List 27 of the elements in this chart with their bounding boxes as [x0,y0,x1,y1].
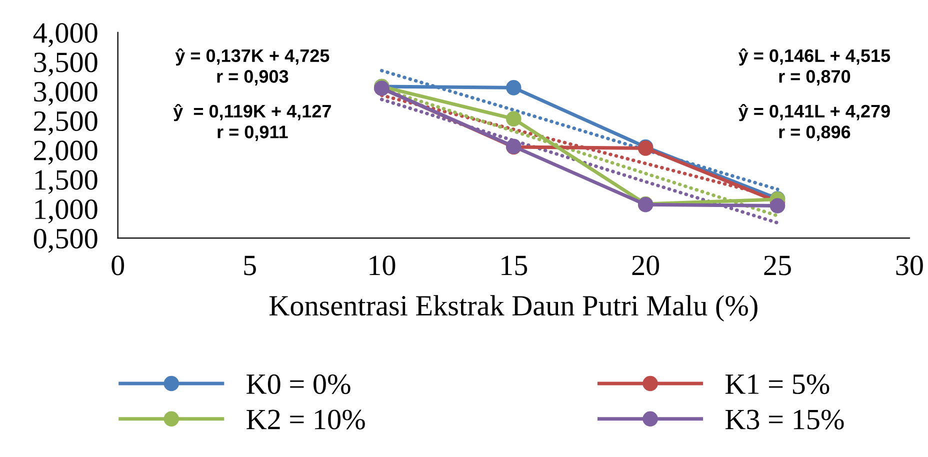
y-tick-label: 1,500 [35,170,98,194]
y-tick-label: 4,000 [33,23,98,48]
point [506,80,522,96]
annotation: ŷ = 0,141L + 4,279 r = 0,896 [738,104,890,141]
x-tick-label: 15 [502,256,528,276]
x-tick-label: 10 [370,256,396,276]
x-tick-label: 5 [244,256,256,276]
y-tick-label: 2,000 [34,140,98,165]
x-tick-label: 30 [896,256,923,276]
point [770,198,786,214]
y-tick-label: 2,500 [34,111,98,136]
annotation: ŷ = 0,119K + 4,127 r = 0,911 [173,104,331,141]
y-tick-label: 1,000 [35,199,98,224]
legend-label: K0 = 0% [246,374,350,394]
y-tick-label: 0,500 [34,228,98,253]
x-axis-title: Konsentrasi Ekstrak Daun Putri Malu (%) [269,295,758,322]
y-tick-label: 3,500 [34,52,98,76]
legend-label: K2 = 10% [246,410,365,430]
annotation: ŷ = 0,146L + 4,515 r = 0,870 [738,48,890,86]
y-tick-label: 3,000 [34,82,98,106]
legend-label: K3 = 15% [725,410,844,430]
x-tick-label: 0 [112,256,124,276]
annotation: ŷ = 0,137K + 4,725 r = 0,903 [175,48,330,86]
x-tick-label: 20 [632,256,660,276]
legend-label: K1 = 5% [725,374,830,394]
x-tick-label: 25 [764,256,791,276]
point [506,111,522,126]
